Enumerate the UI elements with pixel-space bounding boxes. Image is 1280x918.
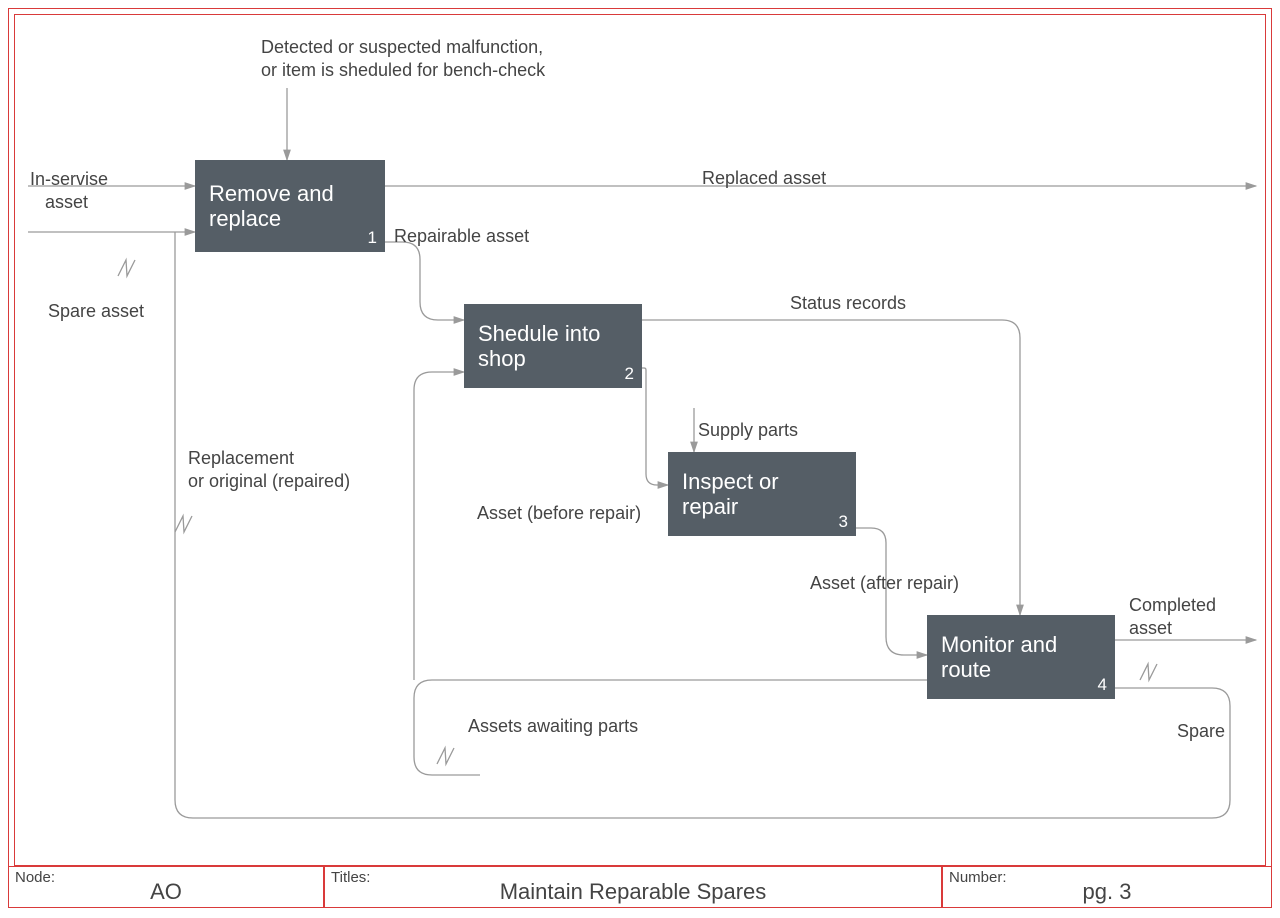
node-number: 2 [625,364,634,384]
footer-cell-1: Titles: Maintain Reparable Spares [324,866,942,908]
label-l_spare_out: Spare [1177,720,1225,743]
label-l_before: Asset (before repair) [477,502,641,525]
footer-cell-label: Node: [15,869,55,886]
node-n1: Remove and replace 1 [195,160,385,252]
node-label: Shedule into shop [478,321,600,372]
label-l_spare_in: Spare asset [48,300,144,323]
label-l_repairable: Repairable asset [394,225,529,248]
footer-cell-label: Number: [949,869,1007,886]
label-l_completed: Completed asset [1129,594,1216,639]
footer-cell-value: Maintain Reparable Spares [500,879,767,905]
footer-cell-label: Titles: [331,869,370,886]
node-number: 1 [368,228,377,248]
node-number: 4 [1098,675,1107,695]
diagram-canvas: Remove and replace 1 Shedule into shop 2 Ins… [0,0,1280,918]
node-n4: Monitor and route 4 [927,615,1115,699]
node-label: Remove and replace [209,181,334,232]
node-label: Monitor and route [941,632,1057,683]
footer-cell-2: Number: pg. 3 [942,866,1272,908]
frame-inner [14,14,1266,866]
label-l_status: Status records [790,292,906,315]
footer-cell-value: AO [150,879,182,905]
label-l_after: Asset (after repair) [810,572,959,595]
node-n3: Inspect or repair 3 [668,452,856,536]
footer-cell-value: pg. 3 [1083,879,1132,905]
footer-cell-0: Node: AO [8,866,324,908]
label-l_inservice: In-servise asset [30,168,108,213]
node-n2: Shedule into shop 2 [464,304,642,388]
label-l_top: Detected or suspected malfunction, or it… [261,36,545,81]
label-l_replaced: Replaced asset [702,167,826,190]
label-l_replacement: Replacement or original (repaired) [188,447,350,492]
label-l_supply: Supply parts [698,419,798,442]
node-number: 3 [839,512,848,532]
label-l_awaiting: Assets awaiting parts [468,715,638,738]
node-label: Inspect or repair [682,469,779,520]
